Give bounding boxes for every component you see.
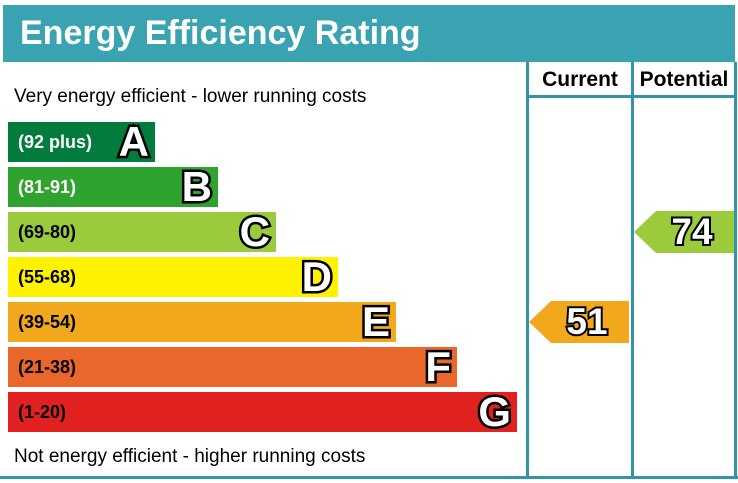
rating-band-A: (92 plus) A	[8, 117, 155, 166]
band-range-label: (69-80)	[18, 222, 77, 242]
band-range-label: (21-38)	[18, 357, 77, 377]
potential-rating-value: 74	[669, 211, 714, 253]
bottom-note: Not energy efficient - higher running co…	[14, 446, 366, 467]
column-divider-left	[526, 62, 529, 479]
band-letter: G	[476, 387, 514, 436]
rating-band-B: (81-91) B	[8, 162, 218, 211]
band-range-label: (1-20)	[18, 402, 67, 422]
column-divider-middle	[631, 62, 634, 479]
band-range-label: (55-68)	[18, 267, 77, 287]
column-header-current: Current	[542, 68, 618, 91]
band-range-label: (39-54)	[18, 312, 77, 332]
potential-rating-arrow: 74	[634, 211, 734, 253]
band-letter: D	[299, 252, 334, 301]
rating-band-C: (69-80) C	[8, 207, 276, 256]
current-rating-arrow: 51	[529, 301, 629, 343]
rating-band-G: (1-20) G	[8, 387, 517, 436]
band-range-label: (92 plus)	[18, 132, 93, 152]
rating-band-F: (21-38) F	[8, 342, 457, 391]
rating-band-D: (55-68) D	[8, 252, 338, 301]
bottom-border-line	[0, 476, 738, 479]
band-letter: A	[116, 117, 151, 166]
band-letter: E	[359, 297, 392, 346]
column-divider-right	[734, 62, 737, 479]
band-letter: C	[237, 207, 272, 256]
header-underline	[526, 95, 737, 98]
current-rating-value: 51	[564, 301, 609, 343]
column-header-potential: Potential	[639, 68, 729, 91]
top-note: Very energy efficient - lower running co…	[14, 86, 367, 107]
band-letter: F	[423, 342, 454, 391]
band-letter: B	[179, 162, 214, 211]
page-title: Energy Efficiency Rating	[3, 5, 735, 62]
band-range-label: (81-91)	[18, 177, 77, 197]
rating-band-E: (39-54) E	[8, 297, 396, 346]
